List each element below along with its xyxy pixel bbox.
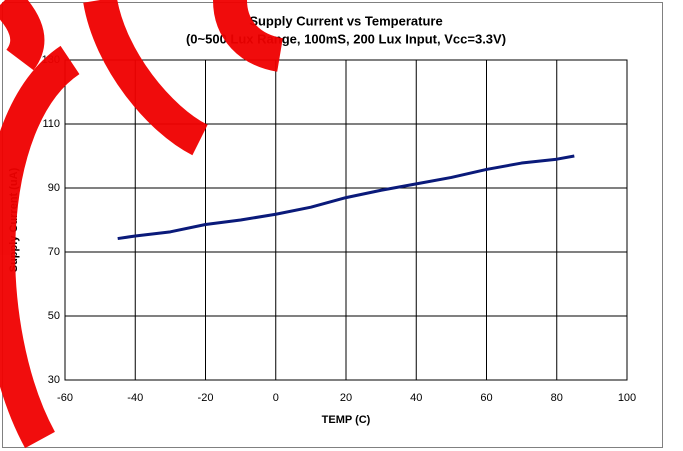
chart-title: Supply Current vs Temperature bbox=[249, 13, 442, 28]
x-tick-label: 0 bbox=[273, 392, 279, 404]
x-tick-label: 20 bbox=[340, 392, 352, 404]
x-tick-label: -20 bbox=[198, 392, 214, 404]
y-tick-label: 50 bbox=[48, 310, 60, 322]
x-tick-label: 60 bbox=[480, 392, 492, 404]
x-tick-label: 40 bbox=[410, 392, 422, 404]
x-tick-label: 100 bbox=[618, 392, 636, 404]
y-tick-label: 110 bbox=[42, 118, 60, 130]
y-tick-label: 90 bbox=[48, 182, 60, 194]
x-tick-label: 80 bbox=[551, 392, 563, 404]
watermark bbox=[0, 0, 284, 449]
data-line bbox=[117, 154, 575, 241]
x-axis-label: TEMP (C) bbox=[322, 414, 371, 426]
x-tick-label: -60 bbox=[57, 392, 73, 404]
y-tick-label: 70 bbox=[48, 246, 60, 258]
y-tick-label: 30 bbox=[48, 374, 60, 386]
x-tick-label: -40 bbox=[127, 392, 143, 404]
